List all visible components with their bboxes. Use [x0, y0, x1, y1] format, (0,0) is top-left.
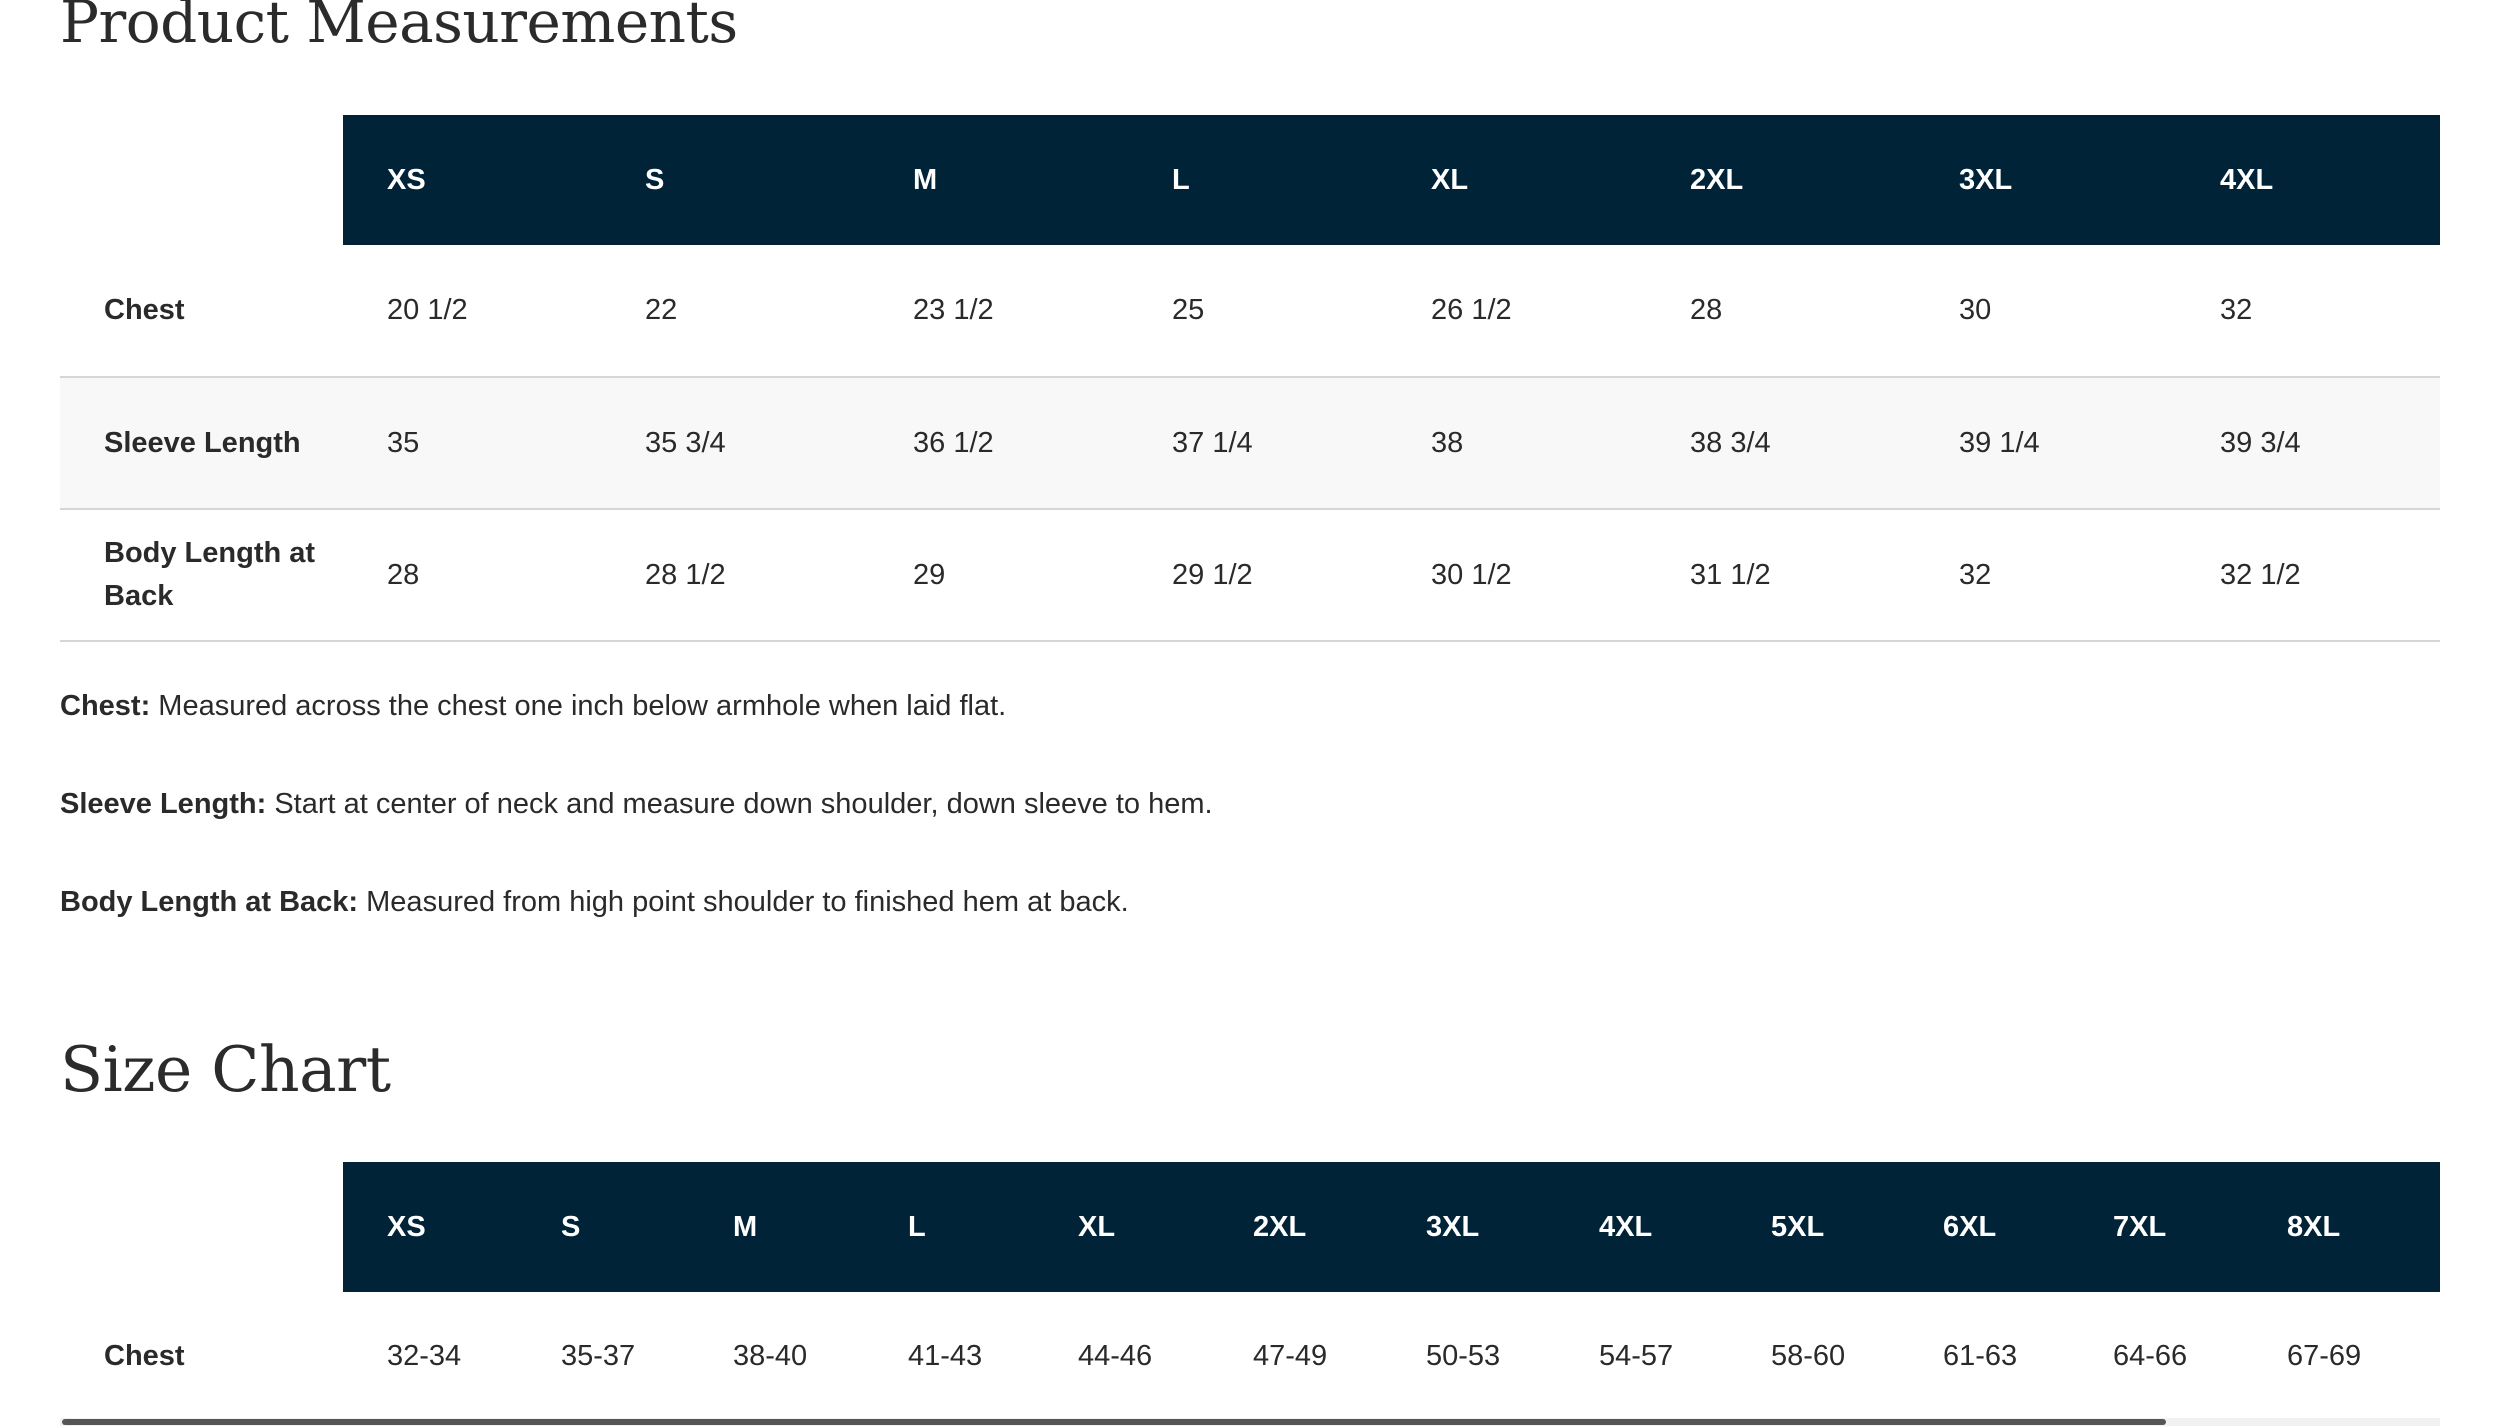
size-header: 3XL: [1915, 115, 2176, 245]
table-cell: 38-40: [733, 1340, 808, 1372]
table-cell: 39 1/4: [1959, 426, 2040, 459]
size-header: S: [601, 115, 869, 245]
table-cell: 58-60: [1771, 1340, 1846, 1372]
table-cell: 28: [387, 558, 420, 591]
table-cell: 30: [1959, 294, 1992, 326]
table-cell: 31 1/2: [1690, 558, 1771, 591]
table-cell: 37 1/4: [1172, 426, 1253, 459]
table-cell: 47-49: [1253, 1340, 1328, 1372]
row-label-chest: Chest: [104, 294, 185, 326]
note-text: Start at center of neck and measure down…: [266, 788, 1213, 820]
table-cell: 32: [2220, 294, 2253, 326]
table-cell: 28 1/2: [645, 558, 726, 591]
size-header: 4XL: [1555, 1162, 1727, 1292]
table-cell: 32: [1959, 558, 1992, 591]
note-text: Measured from high point shoulder to fin…: [358, 886, 1129, 918]
table-cell: 38: [1431, 426, 1464, 459]
table-cell: 25: [1172, 294, 1205, 326]
size-header: 2XL: [1646, 115, 1915, 245]
table-cell: 26 1/2: [1431, 294, 1512, 326]
row-label-sleeve-length: Sleeve Length: [104, 426, 301, 459]
note-term: Body Length at Back:: [60, 886, 359, 918]
size-header: XL: [1387, 115, 1646, 245]
size-header: M: [869, 115, 1128, 245]
size-header: M: [689, 1162, 864, 1292]
table-cell: 35: [387, 426, 420, 459]
table-cell: 23 1/2: [913, 294, 994, 326]
product-measurements-table: XS S M L XL 2XL 3XL 4XL Chest 20 1/2 22 …: [60, 115, 2440, 642]
scrollbar-thumb[interactable]: [62, 1419, 2166, 1425]
size-header: XS: [343, 115, 601, 245]
table-cell: 67-69: [2287, 1340, 2362, 1372]
measurement-notes: Chest: Measured across the chest one inc…: [60, 680, 2440, 974]
table-cell: 64-66: [2113, 1340, 2188, 1372]
table-cell: 32-34: [387, 1340, 462, 1372]
table-cell: 35 3/4: [645, 426, 726, 459]
table-cell: 50-53: [1426, 1340, 1501, 1372]
note-body-length: Body Length at Back: Measured from high …: [60, 876, 2440, 974]
table-cell: 36 1/2: [913, 426, 994, 459]
table-cell: 29 1/2: [1172, 558, 1253, 591]
table-cell: 35-37: [561, 1340, 636, 1372]
size-header: 6XL: [1899, 1162, 2069, 1292]
table-cell: 44-46: [1078, 1340, 1153, 1372]
size-header: L: [1128, 115, 1387, 245]
table-cell: 29: [913, 558, 946, 591]
row-label-chest: Chest: [104, 1340, 185, 1372]
table-cell: 22: [645, 294, 678, 326]
table-cell: 20 1/2: [387, 294, 468, 326]
table-cell: 38 3/4: [1690, 426, 1771, 459]
size-header: S: [517, 1162, 689, 1292]
note-chest: Chest: Measured across the chest one inc…: [60, 680, 2440, 778]
note-term: Sleeve Length:: [60, 788, 267, 820]
table-row: Chest 32-34 35-37 38-40 41-43 44-46 47-4…: [60, 1292, 2440, 1422]
size-header: 8XL: [2243, 1162, 2440, 1292]
table-cell: 39 3/4: [2220, 426, 2301, 459]
corner-cell: [60, 1162, 343, 1292]
size-header: 4XL: [2176, 115, 2440, 245]
table-cell: 41-43: [908, 1340, 983, 1372]
size-header: 2XL: [1209, 1162, 1382, 1292]
note-term: Chest:: [60, 690, 151, 722]
table-cell: 54-57: [1599, 1340, 1674, 1372]
size-header: 5XL: [1727, 1162, 1899, 1292]
table-cell: 61-63: [1943, 1340, 2018, 1372]
product-measurements-title: Product Measurements: [60, 0, 738, 56]
table-cell: 30 1/2: [1431, 558, 1512, 591]
size-header: XL: [1034, 1162, 1209, 1292]
size-chart-title: Size Chart: [60, 1033, 391, 1106]
horizontal-scrollbar[interactable]: [60, 1418, 2440, 1426]
size-header: XS: [343, 1162, 517, 1292]
table-row: Chest 20 1/2 22 23 1/2 25 26 1/2 28 30 3…: [60, 245, 2440, 377]
note-text: Measured across the chest one inch below…: [150, 690, 1007, 722]
row-label-body-length: Body Length at Back: [104, 537, 316, 612]
table-cell: 32 1/2: [2220, 558, 2301, 591]
size-header: L: [864, 1162, 1034, 1292]
size-chart-table: XS S M L XL 2XL 3XL 4XL 5XL 6XL 7XL 8XL …: [60, 1162, 2440, 1423]
table-row: Body Length at Back 28 28 1/2 29 29 1/2 …: [60, 509, 2440, 641]
table-cell: 28: [1690, 294, 1723, 326]
note-sleeve-length: Sleeve Length: Start at center of neck a…: [60, 778, 2440, 876]
table-row: Sleeve Length 35 35 3/4 36 1/2 37 1/4 38…: [60, 377, 2440, 509]
size-header: 7XL: [2069, 1162, 2243, 1292]
size-header: 3XL: [1382, 1162, 1555, 1292]
corner-cell: [60, 115, 343, 245]
